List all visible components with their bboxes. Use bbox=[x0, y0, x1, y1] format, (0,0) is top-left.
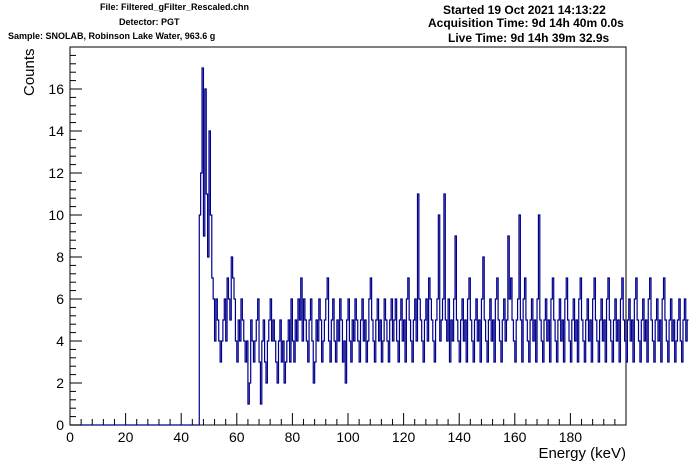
x-axis-title: Energy (keV) bbox=[538, 445, 626, 462]
plot-frame bbox=[69, 46, 627, 426]
x-tick-label: 160 bbox=[503, 429, 527, 445]
file-label: File: Filtered_gFilter_Rescaled.chn bbox=[100, 2, 250, 12]
x-tick-label: 0 bbox=[66, 429, 74, 445]
y-tick-label: 16 bbox=[48, 81, 64, 97]
y-tick-label: 14 bbox=[48, 123, 64, 139]
y-axis-title: Counts bbox=[21, 48, 38, 96]
sample-label: Sample: SNOLAB, Robinson Lake Water, 963… bbox=[8, 31, 216, 41]
live-time-label: Live Time: 9d 14h 39m 32.9s bbox=[448, 31, 610, 45]
x-tick-label: 100 bbox=[336, 429, 360, 445]
y-tick-label: 12 bbox=[48, 165, 64, 181]
x-tick-label: 140 bbox=[448, 429, 472, 445]
x-tick-label: 40 bbox=[173, 429, 189, 445]
x-tick-label: 60 bbox=[229, 429, 245, 445]
detector-label: Detector: PGT bbox=[119, 17, 180, 27]
x-tick-label: 20 bbox=[118, 429, 134, 445]
y-tick-label: 10 bbox=[48, 207, 64, 223]
y-tick-label: 0 bbox=[56, 417, 64, 433]
y-tick-label: 4 bbox=[56, 333, 64, 349]
y-tick-label: 8 bbox=[56, 249, 64, 265]
started-label: Started 19 Oct 2021 14:13:22 bbox=[443, 3, 606, 17]
histogram-series-line bbox=[70, 67, 689, 426]
x-tick-label: 180 bbox=[559, 429, 583, 445]
x-tick-label: 80 bbox=[285, 429, 301, 445]
x-tick-label: 120 bbox=[392, 429, 416, 445]
y-tick-label: 2 bbox=[56, 375, 64, 391]
y-tick-label: 6 bbox=[56, 291, 64, 307]
acquisition-time-label: Acquisition Time: 9d 14h 40m 0.0s bbox=[428, 16, 624, 30]
